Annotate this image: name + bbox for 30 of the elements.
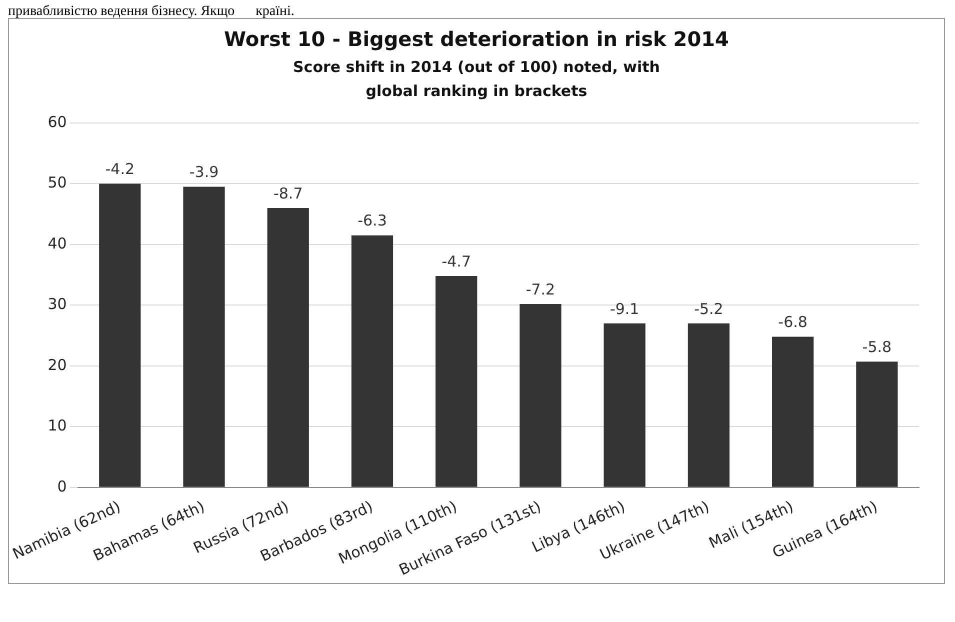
bar xyxy=(436,276,478,487)
y-tick-label: 40 xyxy=(48,234,67,252)
bar xyxy=(772,336,814,487)
bar xyxy=(856,362,898,487)
annotation: -4.7 xyxy=(442,252,471,270)
annotation: -9.1 xyxy=(610,300,640,318)
y-tick-label: 50 xyxy=(48,174,67,192)
bar xyxy=(183,186,225,487)
annotation: -6.8 xyxy=(778,313,808,332)
annotation: -7.2 xyxy=(526,280,556,298)
chart-subtitle: Score shift in 2014 (out of 100) noted, with global ranking in brackets xyxy=(292,57,661,102)
annotation: -5.8 xyxy=(862,338,892,356)
text: привабливістю ведення бізнесу. Якщо країні. xyxy=(8,4,296,19)
annotation: -5.2 xyxy=(694,300,724,318)
bar xyxy=(351,235,394,487)
y-tick-label: 30 xyxy=(48,295,67,314)
y-tick-label: 60 xyxy=(48,112,67,131)
bar xyxy=(267,208,309,487)
bar xyxy=(688,323,730,487)
bar xyxy=(520,304,562,487)
y-tick-label: 20 xyxy=(48,356,67,374)
annotation: -6.3 xyxy=(358,212,387,230)
annotation: -4.2 xyxy=(105,160,135,178)
y-tick-label: 0 xyxy=(57,477,67,496)
annotation: -3.9 xyxy=(189,163,219,182)
annotation: -8.7 xyxy=(273,184,303,202)
chart-title: Worst 10 - Biggest deterioration in risk 2014 xyxy=(223,27,730,51)
y-tick-label: 10 xyxy=(48,416,67,435)
bar xyxy=(604,323,646,487)
bar xyxy=(99,184,141,487)
